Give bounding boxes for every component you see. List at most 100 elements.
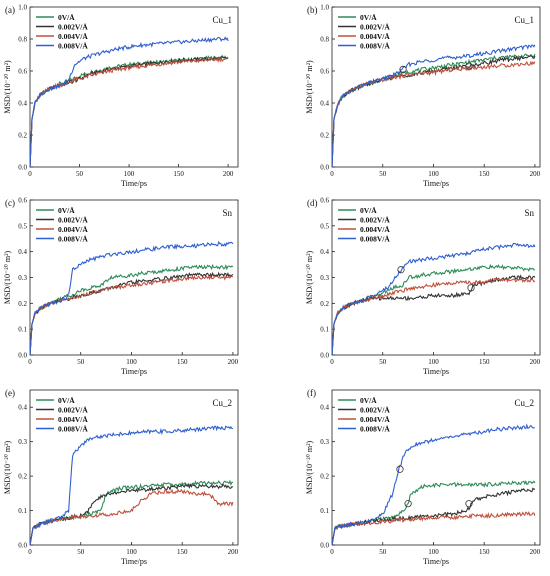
series-line-2 xyxy=(29,275,234,356)
series-line-3 xyxy=(331,423,535,546)
y-axis-label: MSD/(10⁻²⁰ m²) xyxy=(305,60,314,114)
y-axis-label: MSD/(10⁻²⁰ m²) xyxy=(3,250,12,304)
x-axis-label: Time/ps xyxy=(121,179,147,188)
panel-label: (d) xyxy=(307,198,318,208)
x-tick-label: 50 xyxy=(379,548,387,556)
y-axis-label: MSD/(10⁻²⁰ m²) xyxy=(3,60,12,114)
series-line-0 xyxy=(331,263,535,356)
y-tick-label: 0.2 xyxy=(18,300,27,308)
y-tick-label: 0.1 xyxy=(320,507,329,515)
y-tick-label: 0.5 xyxy=(320,222,329,230)
y-tick-label: 0.2 xyxy=(18,132,27,140)
chart-panel-a: 0 50 100 150 200 0.0 0.2 0.4 0.6 0.8 1.0 Time/ps MSD… xyxy=(3,4,239,188)
y-tick-label: 0.2 xyxy=(18,473,27,481)
x-tick-label: 50 xyxy=(76,170,84,178)
legend-label: 0.008V/Å xyxy=(360,425,390,434)
event-marker xyxy=(396,465,404,473)
plot-frame xyxy=(331,6,541,168)
y-tick-label: 0.8 xyxy=(320,36,329,44)
y-tick-label: 1.0 xyxy=(18,4,27,12)
x-axis-label: Time/ps xyxy=(121,557,147,566)
legend-label: 0.002V/Å xyxy=(58,23,88,32)
series-line-3 xyxy=(331,44,536,168)
chart-panel-d: 0 50 100 150 200 0.0 0.1 0.2 0.3 0.4 0.5 0.6 Time/ps… xyxy=(305,197,541,377)
y-tick-label: 0.0 xyxy=(18,352,27,360)
y-axis-label: MSD/(10⁻²⁰ m²) xyxy=(305,440,314,494)
x-tick-label: 200 xyxy=(228,548,239,556)
x-tick-label: 50 xyxy=(77,358,85,366)
y-tick-label: 0.6 xyxy=(320,197,329,205)
panel-tag: Cu_1 xyxy=(212,15,232,25)
chart-panel-b: 0 50 100 150 200 0.0 0.2 0.4 0.6 0.8 1.0 Time/ps MSD… xyxy=(305,4,541,189)
y-tick-label: 0.4 xyxy=(18,404,27,412)
x-tick-label: 100 xyxy=(428,170,439,178)
event-marker xyxy=(397,266,405,274)
y-tick-label: 0.0 xyxy=(320,542,329,550)
y-tick-label: 1.0 xyxy=(320,4,329,12)
x-tick-label: 100 xyxy=(428,548,439,556)
x-axis-label: Time/ps xyxy=(423,367,449,376)
legend-label: 0V/Å xyxy=(58,396,75,405)
series-line-1 xyxy=(331,274,536,356)
legend-label: 0.004V/Å xyxy=(360,225,390,234)
series-line-2 xyxy=(29,488,234,546)
legend-label: 0V/Å xyxy=(360,206,377,215)
panel-tag: Sn xyxy=(524,208,534,218)
event-marker xyxy=(465,62,473,70)
series-line-3 xyxy=(29,36,229,168)
y-tick-label: 0.0 xyxy=(18,164,27,172)
panel-label: (f) xyxy=(307,388,316,398)
y-tick-label: 0.6 xyxy=(18,197,27,205)
x-tick-label: 150 xyxy=(479,170,490,178)
y-tick-label: 0.2 xyxy=(320,132,329,140)
chart-panel-c: 0 50 100 150 200 0.0 0.1 0.2 0.3 0.4 0.5 0.6 Time/ps… xyxy=(3,197,239,377)
series-line-1 xyxy=(331,487,536,546)
x-tick-label: 100 xyxy=(126,548,137,556)
x-tick-label: 150 xyxy=(173,170,184,178)
x-tick-label: 100 xyxy=(428,358,439,366)
y-tick-label: 0.1 xyxy=(320,326,329,334)
event-marker xyxy=(399,65,407,74)
plot-frame xyxy=(29,389,239,546)
legend-label: 0.008V/Å xyxy=(58,425,88,434)
legend-label: 0.004V/Å xyxy=(58,32,88,41)
y-tick-label: 0.4 xyxy=(320,404,329,412)
y-tick-label: 0.1 xyxy=(18,507,27,515)
x-axis-label: Time/ps xyxy=(121,367,147,376)
y-tick-label: 0.4 xyxy=(320,100,329,108)
series-line-3 xyxy=(29,425,233,546)
y-tick-label: 0.2 xyxy=(320,473,329,481)
legend-label: 0.004V/Å xyxy=(58,415,88,424)
y-axis-label: MSD/(10⁻²⁰ m²) xyxy=(305,250,314,304)
panel-tag: Cu_1 xyxy=(514,15,534,25)
x-tick-label: 150 xyxy=(479,548,490,556)
panel-label: (e) xyxy=(5,388,15,398)
x-tick-label: 100 xyxy=(126,358,137,366)
legend-label: 0.004V/Å xyxy=(58,225,88,234)
y-tick-label: 0.0 xyxy=(18,542,27,550)
chart-panel-e: 0 50 100 150 200 0.0 0.1 0.2 0.3 0.4 Time/ps MSD/(1… xyxy=(3,388,239,566)
series-line-2 xyxy=(331,60,536,168)
x-tick-label: 200 xyxy=(530,170,541,178)
chart-panel-f: 0 50 100 150 200 0.0 0.1 0.2 0.3 0.4 Time/ps MSD/(1… xyxy=(305,388,541,566)
legend-label: 0.008V/Å xyxy=(360,42,390,51)
x-tick-label: 50 xyxy=(379,358,387,366)
panel-tag: Cu_2 xyxy=(514,398,534,408)
y-tick-label: 0.4 xyxy=(18,248,27,256)
event-marker xyxy=(404,500,412,508)
y-tick-label: 0.5 xyxy=(18,222,27,230)
x-tick-label: 0 xyxy=(28,548,32,556)
series-line-0 xyxy=(331,480,536,546)
y-tick-label: 0.8 xyxy=(18,36,27,44)
x-axis-label: Time/ps xyxy=(423,557,449,566)
x-tick-label: 150 xyxy=(177,358,188,366)
panel-label: (a) xyxy=(5,5,15,15)
series-line-1 xyxy=(29,56,229,168)
legend-label: 0.002V/Å xyxy=(360,23,390,32)
panel-label: (b) xyxy=(307,5,318,15)
y-tick-label: 0.0 xyxy=(320,352,329,360)
series-line-1 xyxy=(29,483,234,546)
y-tick-label: 0.4 xyxy=(18,100,27,108)
x-tick-label: 200 xyxy=(228,358,239,366)
plot-frame xyxy=(29,6,239,168)
